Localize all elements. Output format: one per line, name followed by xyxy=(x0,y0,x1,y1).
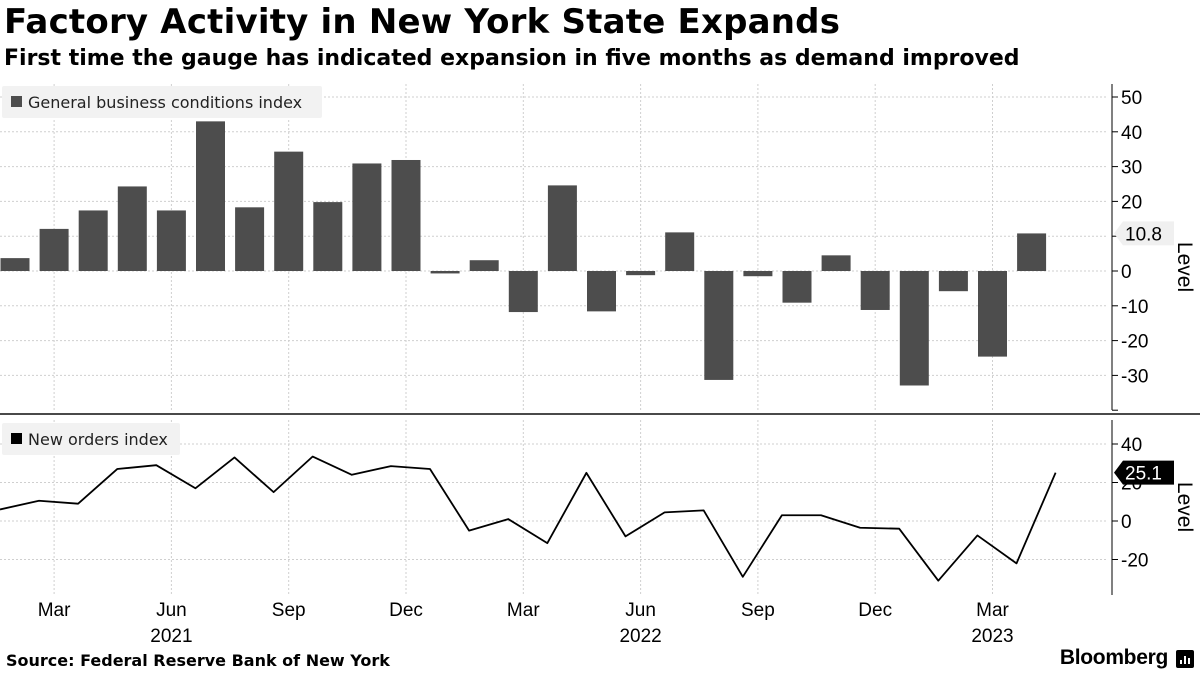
bar xyxy=(938,271,968,292)
bar xyxy=(899,271,929,386)
bar xyxy=(665,232,695,271)
x-tick-label: Dec xyxy=(858,600,892,621)
x-year-label: 2023 xyxy=(971,626,1013,645)
legend-box xyxy=(2,423,180,455)
legend-swatch xyxy=(11,96,22,107)
bar xyxy=(39,228,69,271)
y-tick-label: 0 xyxy=(1121,262,1132,283)
legend-label: New orders index xyxy=(28,430,168,449)
bar xyxy=(0,258,30,271)
chart-subtitle: First time the gauge has indicated expan… xyxy=(4,46,1020,71)
y-tick-label: 40 xyxy=(1121,435,1142,456)
brand-logo: Bloomberg xyxy=(1059,646,1168,669)
bar xyxy=(626,271,656,276)
bar xyxy=(196,121,225,271)
y-tick-label: 30 xyxy=(1121,158,1142,179)
bar xyxy=(547,185,577,271)
bar xyxy=(743,271,773,277)
x-tick-label: Mar xyxy=(976,600,1009,621)
bar xyxy=(587,271,616,312)
last-value-tag xyxy=(1114,221,1174,246)
y-tick-label: -10 xyxy=(1121,297,1148,318)
legend-box xyxy=(2,86,322,118)
y-tick-label: -20 xyxy=(1121,332,1148,353)
last-value-label: 25.1 xyxy=(1125,464,1162,485)
bar xyxy=(508,271,538,313)
x-tick-label: Mar xyxy=(507,600,540,621)
x-tick-label: Jun xyxy=(625,600,656,621)
bar xyxy=(78,210,108,271)
legend-swatch xyxy=(11,433,22,444)
bar xyxy=(156,210,186,271)
x-tick-label: Dec xyxy=(389,600,423,621)
series-line xyxy=(0,455,1057,582)
y-axis-title: Level xyxy=(1173,482,1196,532)
bar xyxy=(782,271,812,303)
bar xyxy=(391,159,421,271)
chart-title: Factory Activity in New York State Expan… xyxy=(4,2,841,42)
last-value-tag xyxy=(1114,460,1174,485)
x-tick-label: Jun xyxy=(156,600,187,621)
bar xyxy=(117,186,147,271)
y-axis-title: Level xyxy=(1173,242,1196,292)
bar xyxy=(860,271,890,310)
y-tick-label: 20 xyxy=(1121,192,1142,213)
source-note: Source: Federal Reserve Bank of New York xyxy=(6,651,390,670)
bar xyxy=(352,163,382,271)
bar xyxy=(978,271,1007,357)
x-tick-label: Sep xyxy=(741,600,775,621)
x-year-label: 2021 xyxy=(150,626,192,645)
y-tick-label: -20 xyxy=(1121,551,1148,572)
bloomberg-terminal-icon xyxy=(1176,650,1194,668)
x-tick-label: Sep xyxy=(272,600,306,621)
x-tick-label: Mar xyxy=(38,600,71,621)
bar xyxy=(821,255,851,271)
bar xyxy=(430,271,460,274)
y-tick-label: 50 xyxy=(1121,88,1142,109)
bar xyxy=(469,260,499,271)
y-tick-label: 0 xyxy=(1121,512,1132,533)
bar xyxy=(313,202,343,271)
y-tick-label: -30 xyxy=(1121,366,1148,387)
bar xyxy=(235,207,265,271)
bar xyxy=(1017,233,1047,271)
y-tick-label: 40 xyxy=(1121,123,1142,144)
last-value-label: 10.8 xyxy=(1125,224,1162,245)
x-year-label: 2022 xyxy=(619,626,661,645)
bar xyxy=(704,271,734,380)
bar xyxy=(274,151,304,271)
legend-label: General business conditions index xyxy=(28,93,302,112)
